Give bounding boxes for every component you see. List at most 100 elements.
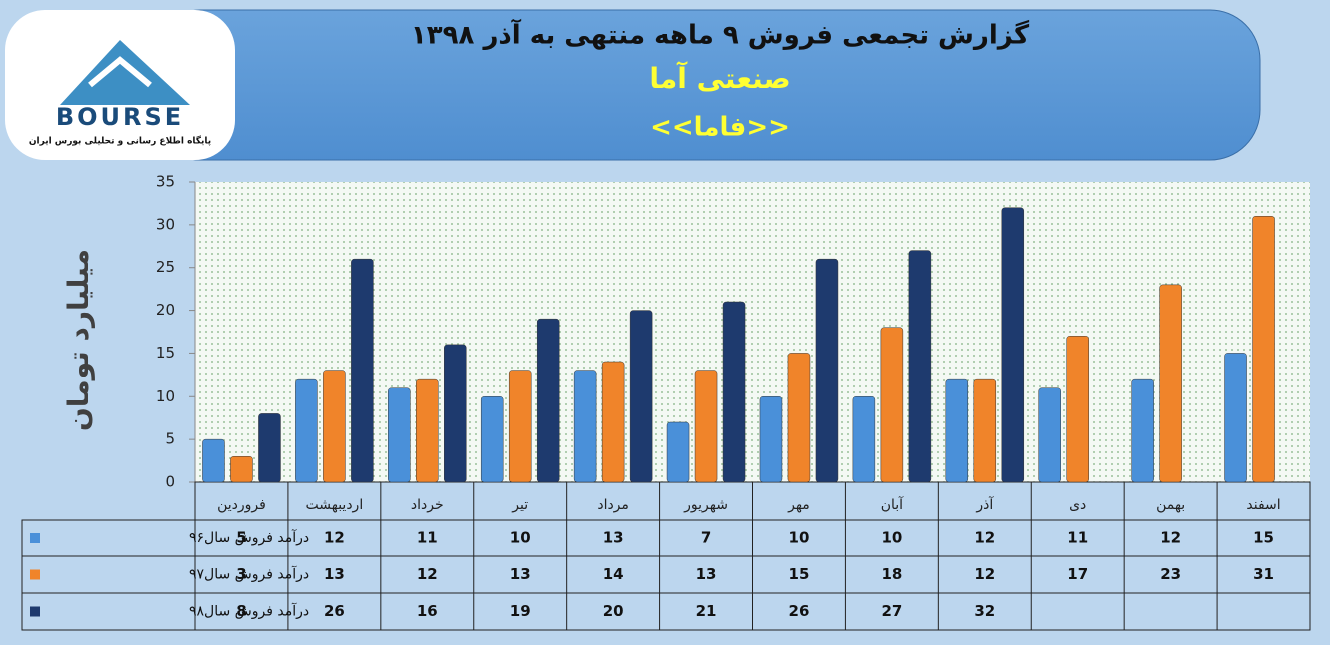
y-tick-label: 35 (156, 173, 175, 191)
table-value: 26 (789, 602, 810, 620)
bar (945, 378, 969, 483)
legend-swatch (30, 569, 40, 580)
bar (480, 396, 504, 483)
table-value: 31 (1253, 565, 1274, 583)
y-tick-label: 10 (156, 387, 175, 405)
legend-label: درآمد فروش سال۹۷ (189, 566, 309, 583)
table-value: 7 (701, 529, 711, 547)
bar (444, 344, 467, 483)
x-tick-label: فروردین (217, 497, 266, 513)
table-value: 15 (789, 565, 810, 583)
table-value: 12 (1160, 529, 1181, 547)
bar (323, 370, 346, 483)
table-value: 13 (603, 529, 624, 547)
x-tick-label: آبان (881, 496, 904, 513)
table-value: 11 (1067, 529, 1088, 547)
chart-subtitle: صنعتی آما (649, 61, 790, 95)
table-value: 12 (974, 565, 995, 583)
symbol: <<فاما>> (650, 113, 790, 143)
table-value: 14 (603, 565, 624, 583)
y-tick-label: 5 (165, 430, 175, 448)
legend-label: درآمد فروش سال۹۶ (189, 529, 309, 546)
table-value: 12 (417, 565, 438, 583)
bar (508, 370, 532, 483)
table-value: 8 (236, 602, 246, 620)
x-tick-label: شهریور (683, 497, 728, 513)
bar (573, 370, 597, 483)
x-tick-label: خرداد (411, 497, 444, 513)
bar (759, 396, 783, 483)
bar (258, 413, 281, 483)
table-value: 17 (1067, 565, 1088, 583)
x-tick-label: اسفند (1246, 497, 1280, 513)
bar (908, 250, 932, 483)
table-value: 16 (417, 602, 438, 620)
bar (202, 438, 225, 483)
logo-brand: BOURSE (56, 103, 184, 131)
table-value: 15 (1253, 529, 1274, 547)
bar (536, 318, 560, 483)
table-value: 18 (881, 565, 902, 583)
table-value: 13 (696, 565, 717, 583)
table-value: 19 (510, 602, 531, 620)
bar (787, 353, 811, 483)
bar (601, 361, 625, 483)
bar (388, 387, 411, 483)
bar (1252, 216, 1275, 483)
bar (722, 301, 746, 483)
x-tick-label: دی (1069, 497, 1086, 513)
legend-swatch (30, 533, 40, 543)
table-value: 10 (510, 529, 531, 547)
table-value: 20 (603, 602, 624, 620)
table-value: 21 (696, 602, 717, 620)
x-tick-label: آذر (975, 496, 994, 513)
table-value: 13 (324, 565, 345, 583)
x-tick-label: مرداد (597, 497, 629, 513)
bar (1066, 336, 1089, 483)
y-tick-label: 25 (156, 258, 175, 276)
bar (1159, 284, 1182, 483)
bar (1001, 207, 1025, 483)
bar (1038, 387, 1061, 483)
y-tick-label: 15 (156, 344, 175, 362)
plot-area (195, 182, 1310, 482)
logo-shape (88, 56, 152, 88)
bar (694, 370, 718, 483)
bar (416, 378, 439, 483)
x-tick-label: تیر (511, 497, 528, 513)
table-value: 13 (510, 565, 531, 583)
bar (629, 310, 653, 483)
legend-swatch (30, 606, 40, 617)
table-value: 27 (881, 602, 902, 620)
chart-title: گزارش تجمعی فروش ۹ ماهه منتهی به آذر ۱۳۹… (411, 19, 1030, 51)
bar (1224, 353, 1247, 483)
table-value: 12 (324, 529, 345, 547)
table-value: 12 (974, 529, 995, 547)
table-value: 32 (974, 602, 995, 620)
x-tick-label: اردیبهشت (306, 497, 364, 513)
bar (973, 378, 997, 483)
bar (815, 258, 839, 483)
bar (230, 456, 253, 483)
table-value: 26 (324, 602, 345, 620)
bar (666, 421, 690, 483)
y-tick-label: 20 (156, 301, 175, 319)
bar (351, 258, 374, 483)
y-tick-label: 0 (165, 473, 175, 491)
table-value: 10 (789, 529, 810, 547)
bar (295, 378, 318, 483)
table-value: 23 (1160, 565, 1181, 583)
bar (852, 396, 876, 483)
bar (1131, 378, 1154, 483)
y-tick-label: 30 (156, 215, 175, 233)
table-value: 10 (881, 529, 902, 547)
table-value: 11 (417, 529, 438, 547)
table-value: 3 (236, 565, 246, 583)
legend-label: درآمد فروش سال۹۸ (189, 603, 309, 620)
logo-shape (60, 40, 190, 105)
x-tick-label: بهمن (1156, 497, 1185, 513)
table-value: 5 (236, 529, 246, 547)
x-tick-label: مهر (787, 497, 810, 513)
bar (880, 327, 904, 483)
